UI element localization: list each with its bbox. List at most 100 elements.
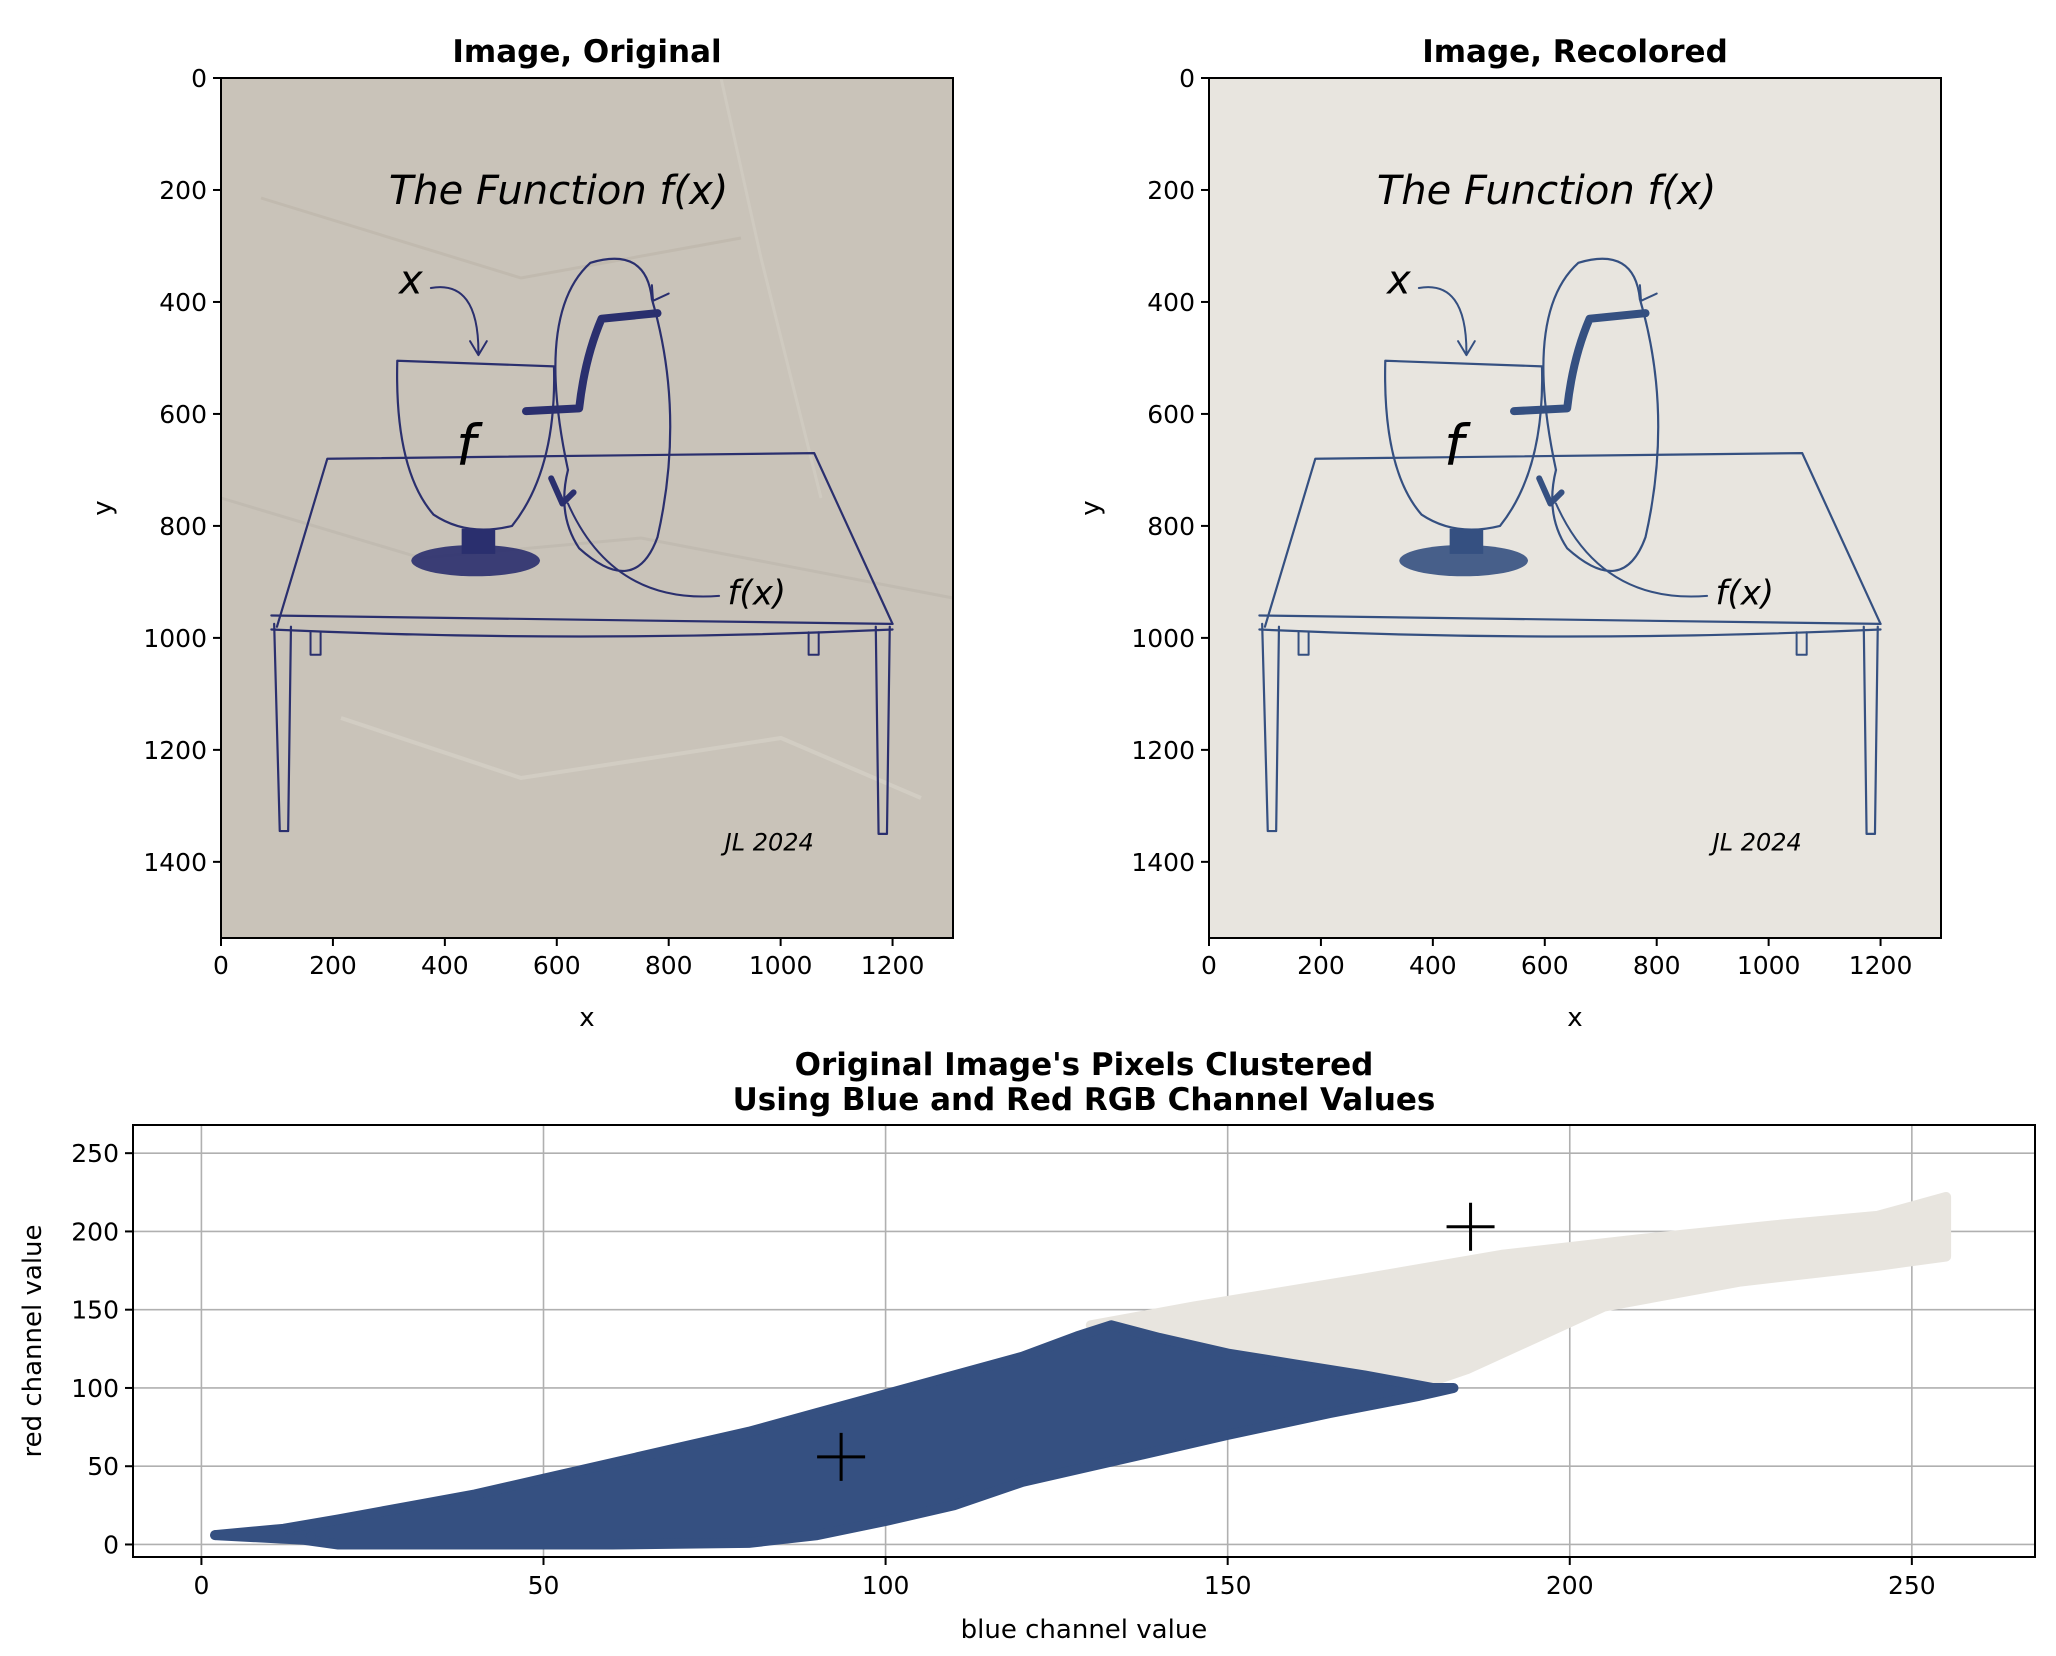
- output-arrow: [566, 502, 721, 598]
- y-tick-label: 0: [1179, 64, 1195, 93]
- x-ticks: 0 200 400 600 800 1000 1200: [1201, 938, 1912, 980]
- y-tick-label: 600: [1147, 400, 1195, 429]
- paper-creases: [220, 77, 954, 800]
- centroids: [817, 1202, 1495, 1481]
- centroid-marker: [1446, 1202, 1495, 1251]
- drawing-input-label: x: [1385, 258, 1411, 304]
- drawing-heading: The Function f(x): [1377, 168, 1717, 214]
- y-tick-label: 250: [71, 1139, 119, 1168]
- x-axis-label: x: [1567, 1003, 1582, 1033]
- panel-title: Image, Original: [452, 34, 721, 70]
- y-tick-label: 1000: [1131, 624, 1195, 653]
- y-tick-label: 150: [71, 1296, 119, 1325]
- drawing-input-label: x: [397, 258, 423, 304]
- table-top-outline: [275, 452, 894, 628]
- x-tick-label: 0: [213, 951, 229, 980]
- axes-frame: [1208, 77, 1942, 939]
- x-tick-label: 200: [1297, 951, 1345, 980]
- x-tick-label: 250: [1888, 1571, 1936, 1600]
- table-leg-left: [273, 622, 293, 833]
- panel-original: Image, Original The Function f(x)xff(x)J…: [88, 34, 954, 1033]
- y-tick-label: 800: [1147, 512, 1195, 541]
- table-leg-right: [874, 625, 891, 835]
- y-ticks: 0 200 400 600 800 1000 1200 1400: [143, 64, 221, 877]
- y-tick-label: 1000: [143, 624, 207, 653]
- crank-handle: [522, 309, 662, 416]
- table-front-edge: [270, 614, 894, 638]
- input-arrow: [1417, 286, 1468, 354]
- y-axis-label: y: [88, 500, 118, 515]
- machine-base: [1399, 544, 1528, 577]
- drawing-signature: JL 2024: [721, 829, 814, 857]
- table-top-outline: [1263, 452, 1882, 628]
- table-leg-left: [1261, 622, 1281, 833]
- image-recolored-background: [1209, 78, 1941, 938]
- scatter-title-line-2: Using Blue and Red RGB Channel Values: [733, 1082, 1436, 1118]
- table-bracket-right: [1795, 631, 1808, 656]
- x-axis-label: blue channel value: [961, 1615, 1208, 1645]
- x-tick-label: 800: [1633, 951, 1681, 980]
- x-tick-label: 1000: [1737, 951, 1801, 980]
- x-tick-label: 50: [528, 1571, 560, 1600]
- x-tick-label: 150: [1204, 1571, 1252, 1600]
- x-tick-label: 600: [1521, 951, 1569, 980]
- input-arrowhead: [1457, 340, 1476, 357]
- crank-handle: [1510, 309, 1650, 416]
- y-tick-label: 50: [87, 1452, 119, 1481]
- panel-recolored: Image, Recolored The Function f(x)xff(x)…: [1076, 34, 1942, 1033]
- y-tick-label: 200: [159, 176, 207, 205]
- loop-arrow-oval: [563, 298, 672, 573]
- loop-arrow-top: [1542, 257, 1642, 472]
- centroid-marker: [817, 1432, 866, 1481]
- scatter-panel: Original Image's Pixels Clustered Using …: [18, 1047, 2036, 1645]
- loop-arrow-oval: [1551, 298, 1660, 573]
- y-tick-label: 0: [191, 64, 207, 93]
- y-tick-label: 600: [159, 400, 207, 429]
- loop-arrow-top: [554, 257, 654, 472]
- x-tick-label: 200: [309, 951, 357, 980]
- x-tick-label: 400: [421, 951, 469, 980]
- input-arrow: [429, 286, 480, 354]
- x-tick-label: 1200: [1849, 951, 1913, 980]
- loop-arrowhead: [650, 284, 670, 302]
- data-point: [285, 1523, 296, 1534]
- axes-frame: [132, 1124, 2036, 1558]
- table-drawing-original: The Function f(x)xff(x)JL 2024: [270, 168, 894, 857]
- image-original-background: [221, 78, 953, 938]
- scatter-title-line-1: Original Image's Pixels Clustered: [795, 1047, 1374, 1083]
- output-arrow: [1554, 502, 1709, 598]
- machine-stem: [461, 528, 496, 554]
- x-tick-label: 1000: [749, 951, 813, 980]
- machine-stem: [1449, 528, 1484, 554]
- x-tick-label: 100: [862, 1571, 910, 1600]
- x-ticks: 0 50 100 150 200 250: [193, 1557, 1936, 1600]
- y-tick-label: 400: [1147, 288, 1195, 317]
- y-axis-label: y: [1076, 500, 1106, 515]
- clusters: [210, 1192, 1952, 1550]
- x-tick-label: 400: [1409, 951, 1457, 980]
- x-tick-label: 0: [1201, 951, 1217, 980]
- x-tick-label: 0: [193, 1571, 209, 1600]
- machine-spout: [1536, 475, 1565, 507]
- y-tick-label: 1400: [143, 848, 207, 877]
- drawing-heading: The Function f(x): [389, 168, 729, 214]
- table-bracket-right: [807, 631, 820, 656]
- y-tick-label: 100: [71, 1374, 119, 1403]
- x-tick-label: 800: [645, 951, 693, 980]
- drawing-signature: JL 2024: [1709, 829, 1802, 857]
- data-point: [210, 1530, 221, 1541]
- y-tick-label: 0: [103, 1530, 119, 1559]
- y-tick-label: 1200: [1131, 736, 1195, 765]
- machine-spout: [548, 475, 577, 507]
- y-tick-label: 200: [71, 1217, 119, 1246]
- x-axis-label: x: [579, 1003, 594, 1033]
- data-point: [305, 1531, 316, 1542]
- input-arrowhead: [469, 340, 488, 357]
- y-tick-label: 1400: [1131, 848, 1195, 877]
- x-ticks: 0 200 400 600 800 1000 1200: [213, 938, 924, 980]
- table-front-edge: [1258, 614, 1882, 638]
- cluster-2: [210, 1320, 1459, 1550]
- y-ticks: 0 50 100 150 200 250: [71, 1139, 133, 1559]
- x-tick-label: 200: [1546, 1571, 1594, 1600]
